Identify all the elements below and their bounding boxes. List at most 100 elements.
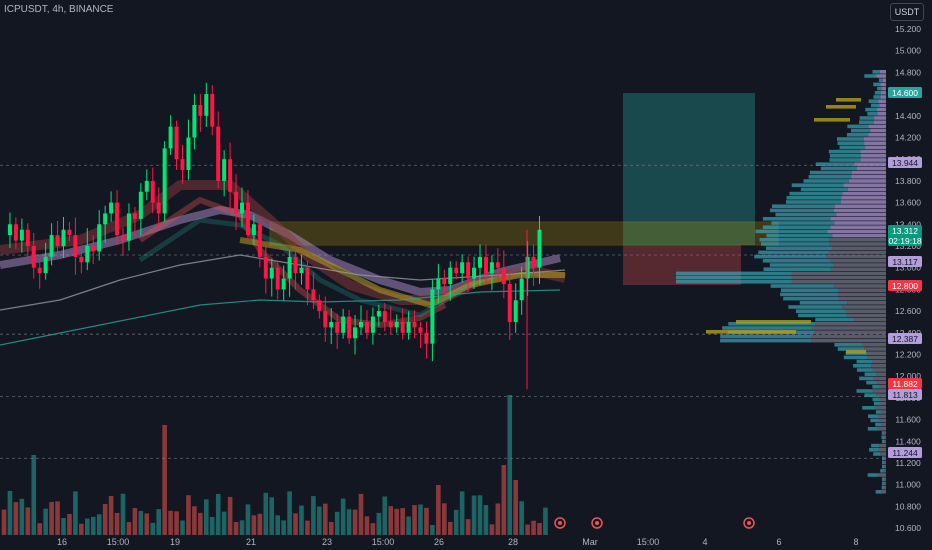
volume-bar	[79, 523, 84, 535]
y-tick-label: 12.000	[895, 371, 921, 381]
profile-bar-down	[846, 313, 886, 318]
volume-bar	[323, 503, 328, 535]
profile-bar-up	[788, 305, 843, 309]
candle-body	[19, 229, 24, 241]
price-tag-label: 13.117	[892, 257, 918, 267]
profile-bar-up	[843, 355, 868, 360]
profile-bar-up	[786, 196, 842, 200]
event-markers[interactable]	[554, 517, 755, 529]
profile-bar-up	[785, 200, 841, 204]
profile-bar-up	[780, 288, 839, 292]
profile-bar-up	[874, 91, 881, 95]
candle-body	[317, 300, 322, 312]
volume-bar	[293, 513, 298, 535]
volume-bar	[251, 515, 257, 535]
currency-button[interactable]: USDT	[890, 3, 924, 21]
y-tick-label: 10.600	[895, 523, 921, 533]
y-tick-label: 12.200	[895, 350, 921, 360]
price-tag	[888, 280, 922, 291]
volume-bar	[305, 520, 310, 535]
profile-bar-up	[808, 175, 852, 179]
volume-bar	[424, 507, 429, 535]
profile-bar-down	[868, 124, 886, 129]
volume-bar	[275, 515, 280, 535]
profile-bar-up	[882, 439, 885, 444]
profile-bar-up	[799, 301, 848, 305]
y-tick-label: 14.400	[895, 111, 921, 121]
volume-bar	[43, 508, 48, 535]
volume-bar	[162, 425, 167, 535]
volume-bar	[501, 465, 507, 535]
candle-body	[13, 224, 18, 241]
candle-body	[7, 224, 12, 236]
ema-line	[138, 217, 472, 318]
profile-bar-up	[762, 259, 831, 263]
price-tag-label: 13.312	[892, 226, 918, 236]
y-tick-label: 12.600	[895, 306, 921, 316]
volume-bar	[67, 513, 72, 535]
profile-bar-up	[877, 86, 882, 91]
candle-body	[210, 94, 215, 127]
profile-bar-down	[884, 485, 886, 490]
candle-body	[359, 321, 363, 328]
profile-bar-down	[876, 393, 886, 397]
profile-bar-down	[884, 460, 886, 465]
x-tick-label: 4	[702, 537, 707, 547]
profile-bar-up	[856, 368, 873, 372]
candle-body	[174, 126, 179, 160]
profile-bar-down	[854, 317, 886, 322]
profile-bar-down	[884, 431, 886, 435]
profile-bar-down	[878, 448, 886, 452]
profile-bar-down	[838, 292, 886, 297]
profile-bar-up	[809, 170, 852, 175]
volume-bar	[537, 523, 542, 535]
candle-body	[430, 289, 435, 344]
profile-bar-down	[834, 204, 886, 208]
profile-bar-up	[834, 343, 863, 347]
candle-body	[347, 316, 352, 339]
volume-bar	[412, 505, 417, 535]
profile-bar-up	[720, 334, 812, 339]
volume-bar	[328, 521, 334, 535]
profile-bar-highlight	[826, 105, 856, 109]
candle-body	[364, 321, 369, 333]
profile-bar-down	[879, 385, 886, 389]
volume-profile	[676, 70, 886, 494]
profile-bar-down	[860, 154, 886, 158]
profile-bar-down	[828, 250, 886, 255]
candle-body	[323, 311, 328, 328]
candle-body	[49, 235, 54, 257]
candle-body	[132, 213, 137, 219]
volume-bar	[227, 496, 233, 535]
profile-bar-up	[800, 187, 848, 192]
profile-bar-highlight	[836, 98, 861, 102]
candle-body	[216, 126, 221, 181]
profile-bar-down	[854, 162, 886, 166]
y-axis[interactable]: 15.20015.00014.80014.60014.40014.20014.0…	[886, 0, 932, 550]
price-tag-label: 12.800	[892, 281, 918, 291]
profile-bar-down	[847, 301, 886, 305]
volume-bar	[465, 519, 471, 535]
profile-bar-up	[828, 149, 861, 154]
candle-body	[91, 246, 96, 252]
profile-bar-up	[871, 443, 880, 448]
symbol-label[interactable]: ICPUSDT, 4h, BINANCE	[4, 4, 114, 15]
profile-bar-up	[766, 246, 833, 250]
candle-body	[103, 213, 108, 225]
x-axis[interactable]: 16 15:00 19 21 23 15:00 26 28 Mar 15:00 4 6 8	[0, 535, 886, 550]
candle-body	[335, 321, 340, 333]
candle-body	[234, 191, 239, 214]
candle-body	[162, 148, 167, 214]
volume-bar	[269, 497, 275, 535]
profile-bar-up	[720, 338, 812, 343]
volume-bar	[138, 510, 144, 535]
candle-body	[263, 256, 268, 279]
candle-body	[150, 180, 155, 203]
profile-bar-up	[864, 372, 877, 376]
volume-bar	[263, 492, 269, 535]
candle-body	[222, 159, 227, 181]
target-zone	[623, 93, 755, 245]
volume-bar	[507, 395, 513, 535]
profile-bar-up	[829, 154, 861, 158]
